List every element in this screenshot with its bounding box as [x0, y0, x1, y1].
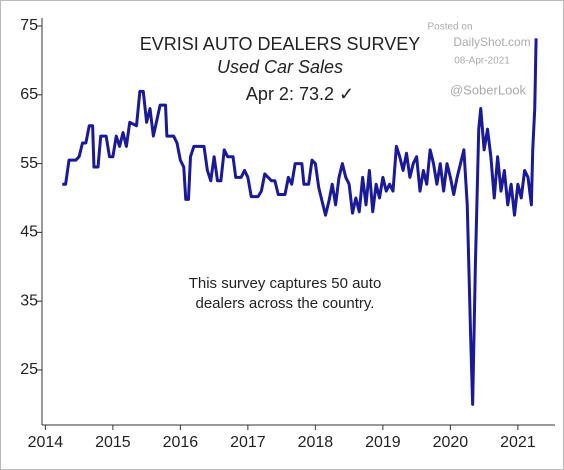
watermark: 08-Apr-2021 [454, 56, 510, 67]
x-tick-label: 2018 [298, 434, 334, 451]
x-tick-label: 2014 [28, 434, 64, 451]
x-tick-label: 2015 [95, 434, 131, 451]
x-tick-label: 2017 [230, 434, 266, 451]
x-tick-label: 2016 [163, 434, 199, 451]
watermark: @SoberLook [450, 82, 527, 97]
watermark: DailyShot.com [453, 35, 530, 49]
y-tick-label: 55 [20, 155, 38, 172]
y-tick-label: 45 [20, 224, 38, 241]
watermark: Posted on [427, 22, 472, 33]
note: This survey captures 50 auto dealers acr… [188, 275, 382, 312]
subtitle: Used Car Sales [217, 57, 343, 77]
x-tick-label: 2020 [433, 434, 469, 451]
annotation: Apr 2: 73.2 ✓ [246, 84, 354, 104]
y-tick-label: 25 [20, 361, 38, 378]
line [62, 38, 538, 406]
y-tick-label: 35 [20, 292, 38, 309]
y-tick-label: 65 [20, 86, 38, 103]
y-tick-label: 75 [20, 17, 38, 34]
x-tick-label: 2021 [500, 434, 536, 451]
x-tick-label: 2019 [365, 434, 401, 451]
note-box: This survey captures 50 auto dealers acr… [188, 275, 382, 312]
chart-title: EVRISI AUTO DEALERS SURVEY [140, 34, 420, 54]
